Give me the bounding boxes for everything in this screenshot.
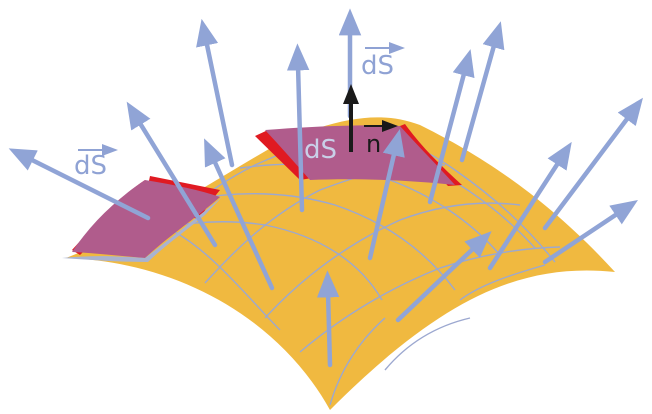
- flux-vector: [196, 18, 235, 168]
- flux-vector: [542, 200, 638, 265]
- flux-vector: [286, 43, 310, 213]
- label-ds-vector-top: dS: [361, 42, 405, 81]
- grid-line: [329, 317, 386, 406]
- flux-vector: [204, 138, 275, 291]
- grid-line: [189, 193, 456, 291]
- grid-line: [459, 264, 546, 301]
- label-text: n: [366, 130, 381, 158]
- flux-vector: [126, 101, 218, 248]
- top-patch-face: [265, 125, 455, 185]
- flux-vector: [367, 128, 405, 261]
- top-patch-edge: [255, 130, 312, 180]
- flux-vector: [316, 270, 340, 368]
- grid-line: [264, 202, 521, 319]
- label-ds-scalar: dS: [304, 135, 337, 165]
- label-text: dS: [74, 151, 107, 181]
- grid-line: [174, 231, 281, 331]
- flux-vector: [542, 97, 643, 231]
- flux-vector: [395, 231, 492, 323]
- flux-vector: [487, 141, 572, 271]
- flux-vector: [427, 49, 475, 205]
- grid-line: [384, 317, 471, 371]
- flux-vector: [8, 148, 151, 221]
- label-normal-unit: n: [364, 120, 398, 158]
- label-text: dS: [361, 51, 394, 81]
- top-patch: [255, 124, 462, 186]
- grid-line: [299, 246, 561, 353]
- flux-vector: [459, 21, 505, 163]
- label-ds-vector-left: dS: [74, 144, 118, 181]
